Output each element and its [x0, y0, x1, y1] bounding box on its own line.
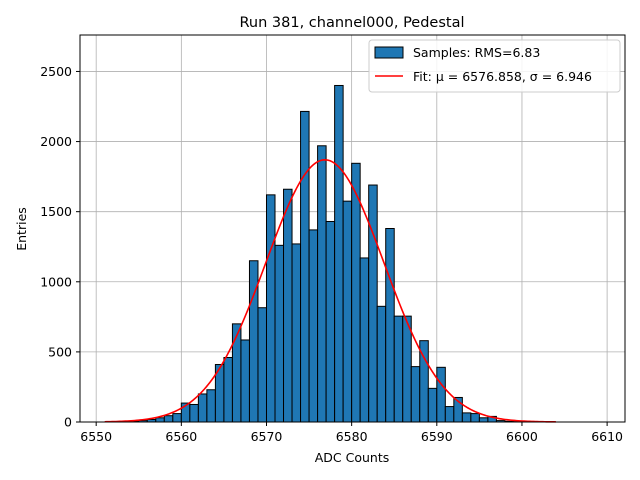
histogram-bar: [317, 145, 327, 423]
histogram-bar: [436, 366, 446, 423]
histogram-bar: [478, 417, 489, 423]
y-tick-label: 1000: [40, 274, 72, 289]
histogram-bar: [368, 184, 378, 423]
histogram-bar: [291, 243, 302, 423]
histogram-bars: [121, 84, 523, 423]
y-tick-label: 2500: [40, 64, 72, 79]
x-axis-ticks: 6550 6560 6570 6580 6590 6600 6610: [80, 422, 623, 444]
histogram-bar: [274, 244, 285, 423]
histogram-bar: [393, 315, 404, 423]
x-tick-label: 6600: [506, 429, 538, 444]
y-tick-label: 2000: [40, 134, 72, 149]
histogram-bar: [189, 403, 199, 423]
histogram-bar: [231, 323, 242, 423]
histogram-bar: [155, 417, 165, 423]
y-axis-label: Entries: [14, 207, 29, 251]
x-tick-label: 6590: [421, 429, 453, 444]
legend-box: [368, 39, 621, 93]
histogram-bar: [410, 366, 421, 423]
histogram-bar: [283, 188, 293, 423]
y-tick-label: 500: [48, 344, 72, 359]
histogram-bar: [470, 413, 480, 423]
histogram-bar: [308, 229, 319, 423]
histogram-bar: [300, 110, 310, 423]
histogram-bar: [163, 415, 174, 423]
x-tick-label: 6610: [591, 429, 623, 444]
histogram-bar: [342, 200, 353, 423]
histogram-bar: [427, 387, 438, 423]
x-axis-label: ADC Counts: [315, 450, 390, 465]
histogram-bar: [376, 305, 387, 423]
legend-bar-swatch: [374, 46, 404, 59]
legend: Samples: RMS=6.83 Fit: μ = 6576.858, σ =…: [368, 39, 621, 93]
x-tick-label: 6560: [165, 429, 197, 444]
legend-label-fit: Fit: μ = 6576.858, σ = 6.946: [413, 69, 592, 84]
x-tick-label: 6570: [251, 429, 283, 444]
histogram-bar: [444, 406, 455, 423]
histogram-bar: [206, 389, 216, 423]
y-tick-label: 1500: [40, 204, 72, 219]
legend-label-samples: Samples: RMS=6.83: [413, 45, 540, 60]
plot-frame: [79, 34, 626, 423]
histogram-bar: [223, 357, 233, 423]
histogram-bar: [402, 315, 412, 423]
histogram-bar: [197, 393, 208, 423]
x-tick-label: 6550: [80, 429, 112, 444]
histogram-bar: [257, 307, 267, 423]
histogram-bar: [359, 257, 370, 423]
histogram-bar: [351, 162, 361, 423]
y-tick-label: 0: [64, 415, 72, 430]
chart-title: Run 381, channel000, Pedestal: [239, 15, 464, 31]
y-axis-ticks: 0 500 1000 1500 2000 2500: [40, 64, 80, 430]
histogram-bar: [172, 413, 182, 423]
histogram-bar: [385, 228, 395, 423]
histogram-bar: [334, 84, 344, 423]
gaussian-fit-curve: [104, 158, 557, 423]
histogram-bar: [461, 412, 472, 423]
histogram-bar: [265, 194, 276, 423]
histogram-bar: [240, 339, 250, 423]
x-tick-label: 6580: [336, 429, 368, 444]
histogram-bar: [325, 220, 336, 423]
